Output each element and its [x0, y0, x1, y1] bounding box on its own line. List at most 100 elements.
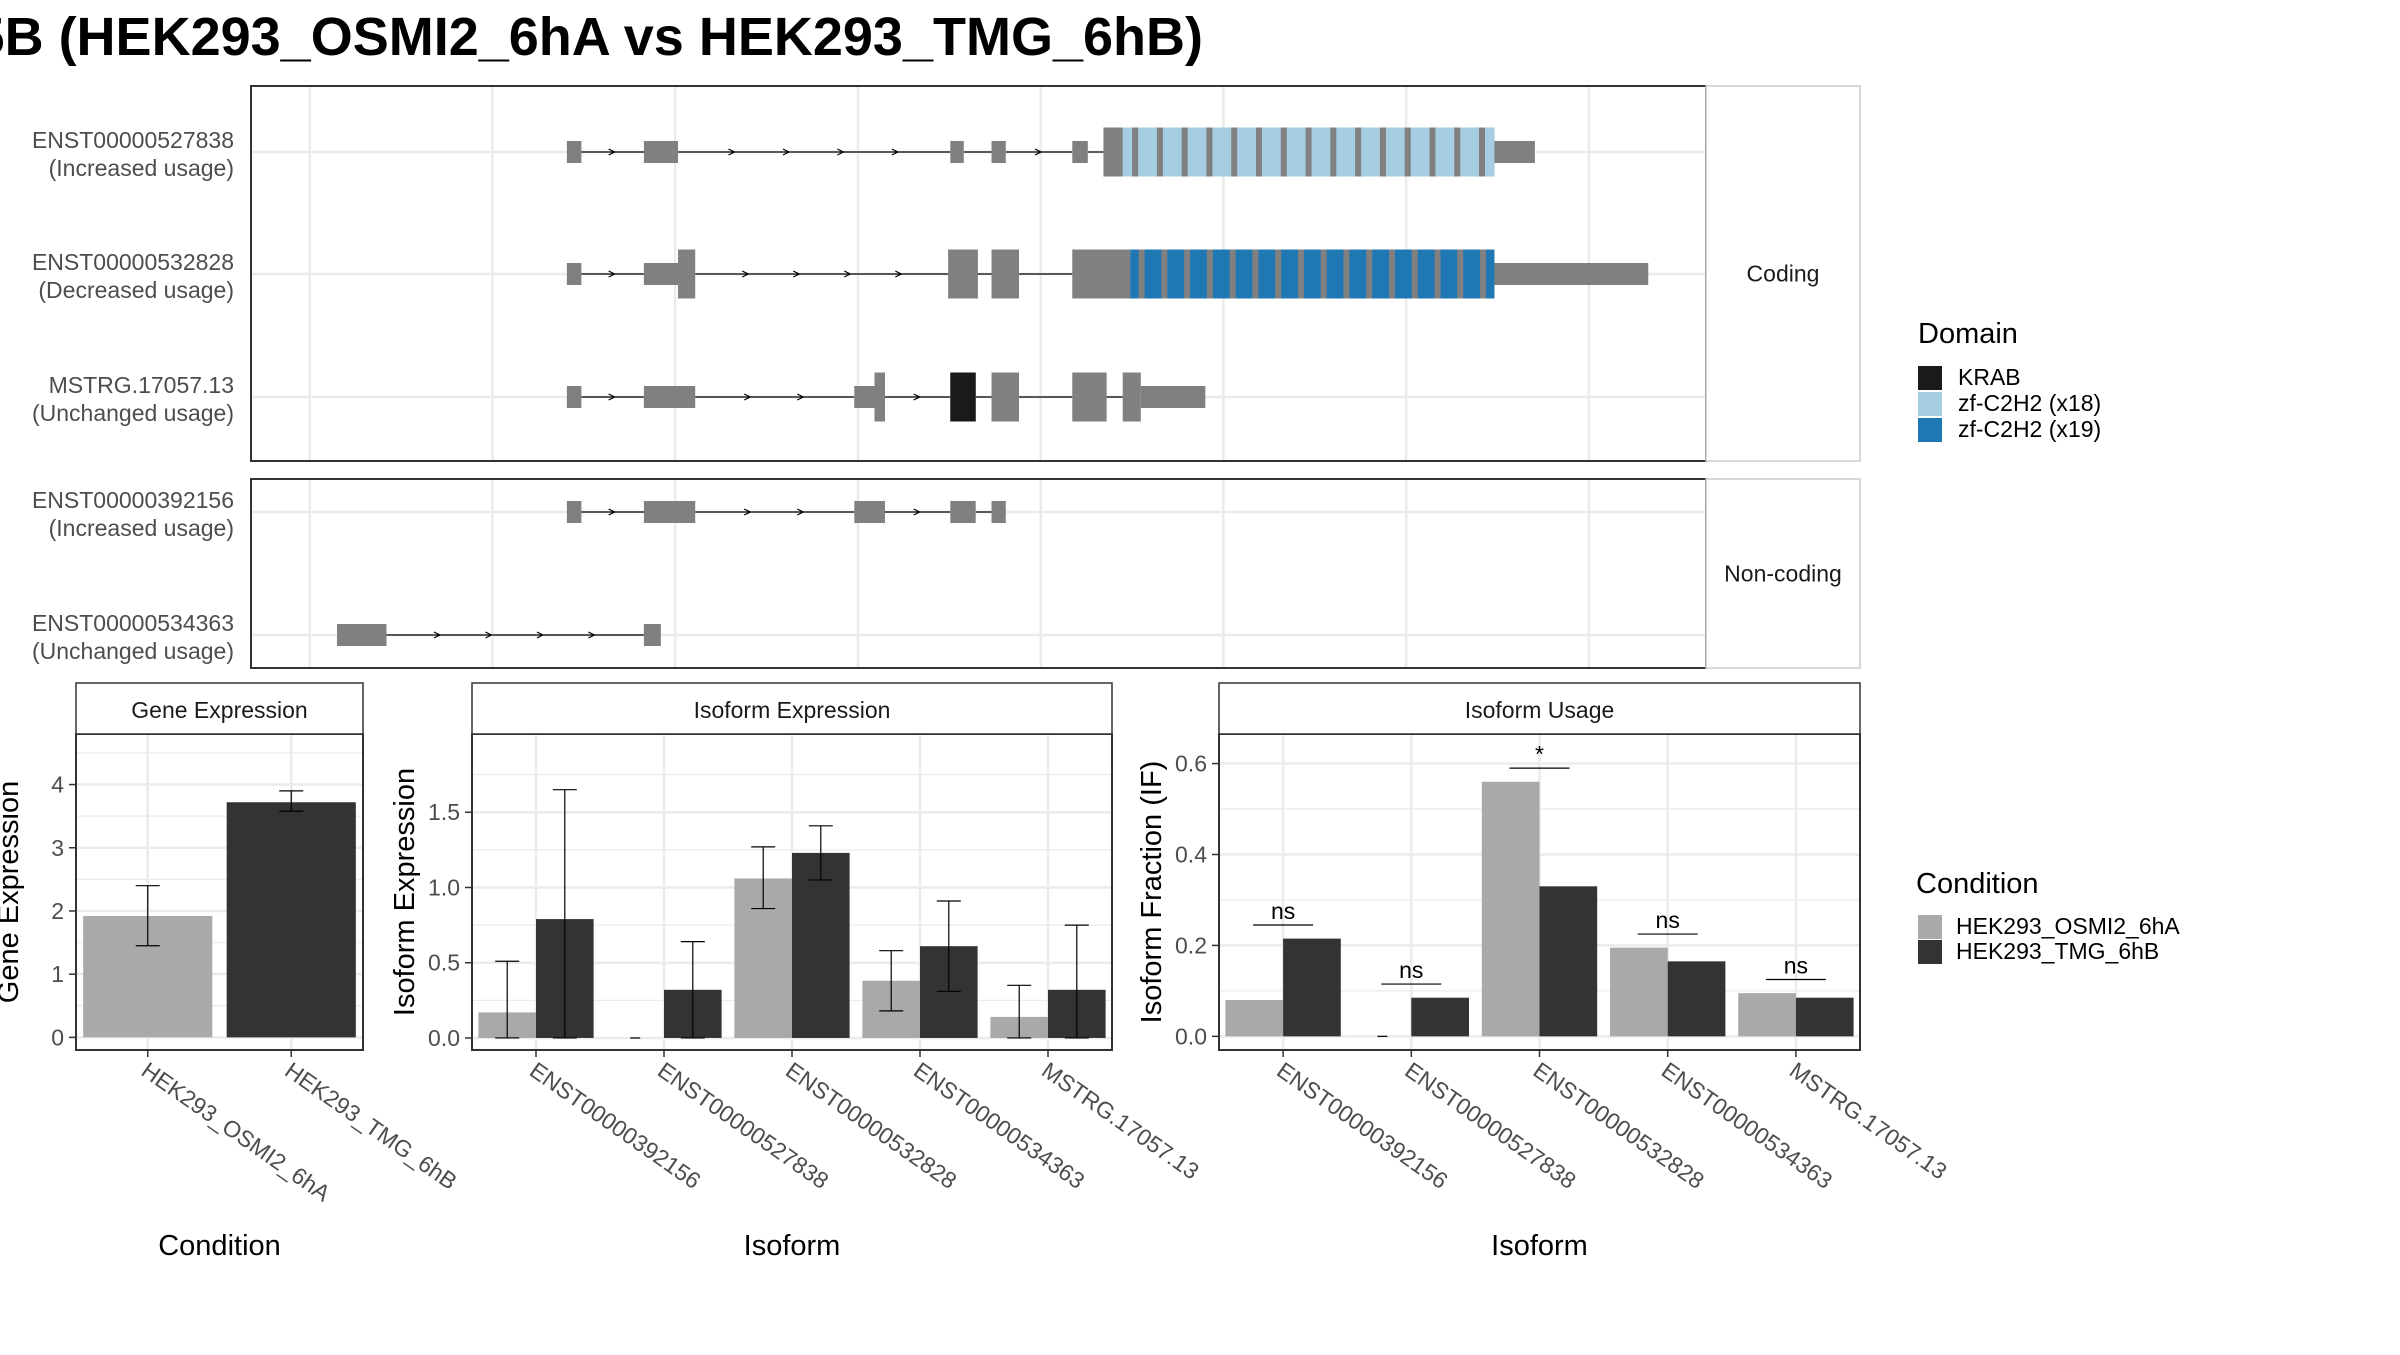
panel-title: Isoform Expression: [694, 697, 891, 723]
bar: [792, 853, 850, 1038]
domain-gap: [1429, 128, 1435, 177]
x-axis-label: Isoform: [1491, 1230, 1588, 1262]
utr-exon: [567, 501, 582, 523]
transcript-label: MSTRG.17057.13: [49, 372, 234, 398]
x-axis-label: Isoform: [744, 1230, 841, 1262]
y-axis-label: Isoform Expression: [389, 768, 421, 1016]
bar: [1482, 782, 1540, 1037]
bar: [1540, 886, 1598, 1036]
domain-krab: [950, 373, 975, 422]
utr-exon: [567, 386, 582, 408]
transcript-label: ENST00000392156: [32, 487, 234, 513]
y-tick-label: 1.5: [428, 799, 460, 825]
utr-exon: [854, 386, 874, 408]
domain-gap: [972, 250, 978, 299]
condition-legend-title: Condition: [1916, 868, 2039, 900]
usage-label: (Increased usage): [49, 155, 234, 181]
domain-gap: [1434, 250, 1440, 299]
utr-exon: [950, 141, 963, 163]
y-tick-label: 0.2: [1175, 932, 1207, 958]
domain-gap: [1480, 250, 1486, 299]
utr-exon: [1141, 386, 1206, 408]
domain-legend-key: [1918, 366, 1942, 390]
y-tick-label: 3: [51, 835, 64, 861]
utr-exon: [644, 501, 695, 523]
usage-label: (Unchanged usage): [32, 400, 234, 426]
structure-panel-bg: [251, 479, 1706, 668]
condition-legend-label: HEK293_TMG_6hB: [1956, 938, 2159, 964]
utr-exon: [567, 141, 582, 163]
coding-exon: [874, 373, 885, 422]
domain-legend-key: [1918, 392, 1942, 416]
y-tick-label: 0.4: [1175, 841, 1207, 867]
domain-gap: [1275, 250, 1281, 299]
page-title: Isoform switch in ZNF585B (HEK293_OSMI2_…: [0, 7, 1203, 67]
utr-exon: [337, 624, 387, 646]
facet-strip-label: Coding: [1747, 261, 1820, 287]
panel-title: Gene Expression: [131, 697, 307, 723]
domain-gap: [1412, 250, 1418, 299]
y-tick-label: 4: [51, 772, 64, 798]
domain-gap: [1182, 128, 1188, 177]
y-tick-label: 1: [51, 961, 64, 987]
y-tick-label: 0.0: [1175, 1023, 1207, 1049]
significance-label: ns: [1399, 957, 1423, 983]
usage-label: (Increased usage): [49, 515, 234, 541]
domain-gap: [1132, 128, 1138, 177]
bar: [1225, 1000, 1283, 1036]
coding-exon: [1072, 250, 1130, 299]
y-tick-label: 1.0: [428, 874, 460, 900]
domain-gap: [1298, 250, 1304, 299]
utr-exon: [644, 141, 678, 163]
domain-gap: [1184, 250, 1190, 299]
domain-gap: [1306, 128, 1312, 177]
utr-exon: [644, 386, 695, 408]
domain-gap: [1230, 250, 1236, 299]
utr-exon: [644, 263, 678, 285]
significance-label: ns: [1271, 898, 1295, 924]
utr-exon: [644, 624, 661, 646]
domain-gap: [1207, 250, 1213, 299]
bar: [1796, 998, 1854, 1037]
significance-label: ns: [1656, 907, 1680, 933]
domain-legend-label: KRAB: [1958, 364, 2021, 390]
domain-legend-title: Domain: [1918, 318, 2018, 350]
domain-gap: [1366, 250, 1372, 299]
transcript-label: ENST00000532828: [32, 249, 234, 275]
utr-exon: [1072, 141, 1088, 163]
transcript-label: ENST00000527838: [32, 127, 234, 153]
y-axis-label: Gene Expression: [0, 781, 25, 1003]
y-axis-label: Isoform Fraction (IF): [1136, 761, 1168, 1024]
domain-gap: [1157, 128, 1163, 177]
domain-gap: [1330, 128, 1336, 177]
utr-exon: [567, 263, 582, 285]
utr-exon: [1494, 263, 1648, 285]
transcript-label: ENST00000534363: [32, 610, 234, 636]
coding-exon: [992, 373, 1020, 422]
utr-exon: [854, 501, 885, 523]
domain-gap: [1252, 250, 1258, 299]
condition-legend-key: [1918, 915, 1942, 939]
utr-exon: [950, 501, 975, 523]
y-tick-label: 0: [51, 1024, 64, 1050]
domain-gap: [1457, 250, 1463, 299]
domain-gap: [1139, 250, 1145, 299]
domain-gap: [1343, 250, 1349, 299]
domain-gap: [1281, 128, 1287, 177]
structure-facet-non-coding: ENST00000392156(Increased usage) ENST0000…: [32, 479, 1860, 668]
domain-gap: [1206, 128, 1212, 177]
domain-legend-label: zf-C2H2 (x18): [1958, 390, 2101, 416]
condition-legend-key: [1918, 940, 1942, 964]
structure-facet-coding: ENST00000527838(Increased usage) ENST0000…: [32, 86, 1860, 461]
domain-gap: [1479, 128, 1485, 177]
domain-gap: [1231, 128, 1237, 177]
domain-gap: [1321, 250, 1327, 299]
coding-exon: [678, 250, 695, 299]
coding-exon: [1123, 373, 1141, 422]
y-tick-label: 0.6: [1175, 751, 1207, 777]
domain-gap: [1389, 250, 1395, 299]
bar: [1283, 939, 1341, 1037]
